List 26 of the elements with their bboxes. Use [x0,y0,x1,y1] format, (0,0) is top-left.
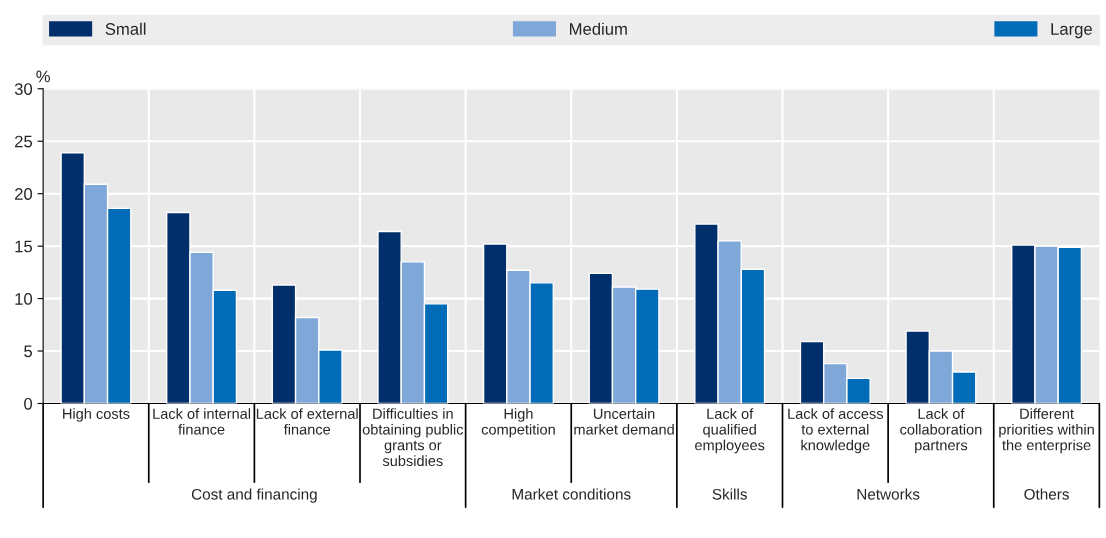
y-tick-label: 10 [15,292,33,305]
x-tick-label: Lack of collaboration partners [900,408,982,454]
text: Skills [712,488,747,500]
text: Others [1024,488,1069,500]
x-tick-label: Lack of external finance [256,408,358,435]
y-tick-label: 15 [15,240,33,253]
y-axis-title: % [36,70,50,83]
legend-label: Large [1051,23,1092,39]
x-tick-label: High competition [481,408,555,438]
x-tick-label: High costs [63,408,130,422]
legend-label: Small [105,22,146,35]
text: Market conditions [512,488,631,500]
x-tick-label: Lack of internal finance [153,408,251,435]
text: Networks [857,488,920,500]
x-tick-label: Uncertain market demand [574,408,674,435]
y-tick-label: 30 [14,83,33,95]
y-tick-label: 5 [24,345,33,358]
y-tick-label: 0 [24,397,33,410]
x-tick-label: Difficulties in obtaining public grants or subsidies [362,408,464,467]
x-tick-label: Lack of access to external knowledge [788,408,884,454]
x-tick-label: Lack of qualified employees [695,408,765,454]
text: Cost and financing [191,488,317,503]
y-tick-label: 20 [15,188,33,200]
y-tick-label: 25 [15,135,33,148]
legend-label: Medium [570,22,627,35]
x-tick-label: Different priorities within the enterprise [999,408,1094,454]
